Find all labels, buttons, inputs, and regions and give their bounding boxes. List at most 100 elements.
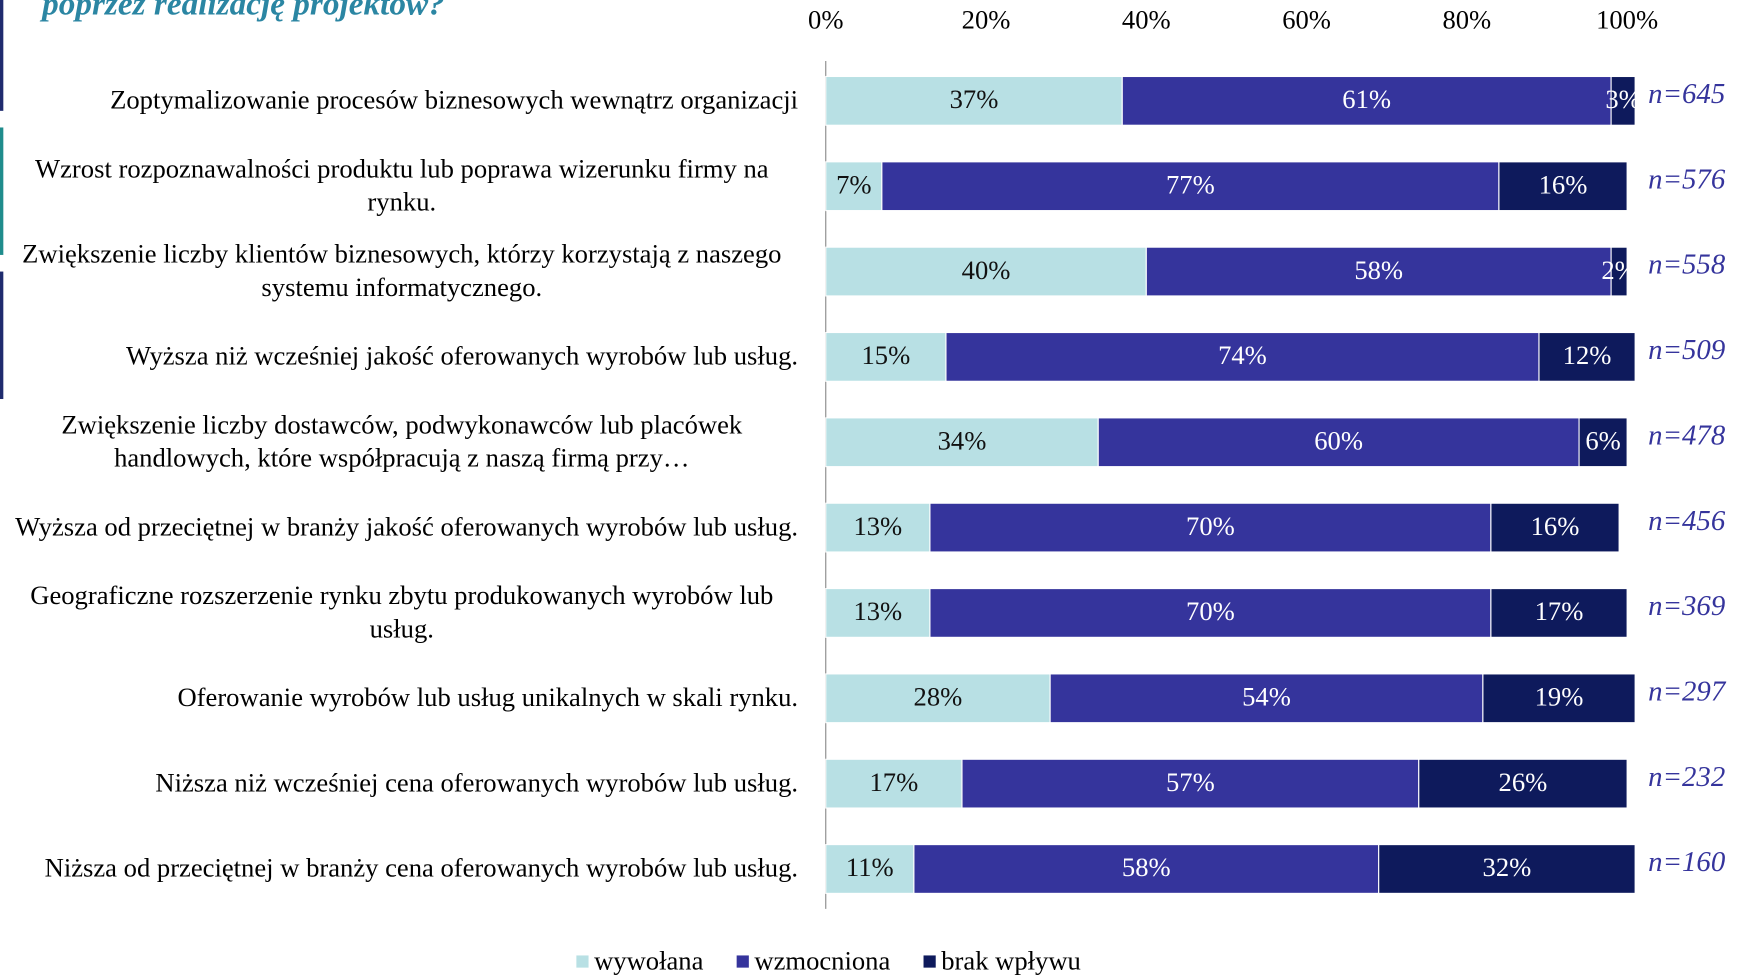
category-label: Wyższa od przeciętnej w branży jakość of… (15, 513, 799, 543)
value-label: 32% (1483, 852, 1532, 882)
value-label: 61% (1342, 84, 1391, 114)
value-label: 16% (1531, 511, 1580, 541)
bar-segment (1498, 161, 1628, 212)
category-label: Geograficzne rozszerzenie rynku zbytu pr… (30, 581, 774, 644)
n-label: n=456 (1648, 505, 1726, 537)
category-label: Oferowanie wyrobów lub usług unikalnych … (177, 683, 799, 713)
n-label: n=645 (1648, 78, 1725, 110)
category-label: Wzrost rozpoznawalności produktu lub pop… (35, 155, 769, 218)
n-label: n=232 (1648, 761, 1725, 793)
category-label-box: Wzrost rozpoznawalności produktu lub pop… (6, 153, 799, 220)
legend-label: brak wpływu (941, 945, 1081, 975)
value-label: 13% (853, 596, 902, 626)
bar-segment (1610, 246, 1628, 297)
bar-segment (1097, 417, 1580, 468)
category-label: Niższa od przeciętnej w branży cena ofer… (44, 854, 799, 884)
bar-segment (1538, 331, 1636, 382)
decor (0, 271, 4, 400)
value-label: 58% (1122, 852, 1171, 882)
value-label: 17% (869, 767, 918, 797)
value-label: 70% (1186, 511, 1235, 541)
legend-swatch (923, 955, 936, 968)
bar-segment (1121, 75, 1612, 126)
n-label: n=478 (1648, 419, 1726, 451)
bar-segment (825, 673, 1051, 724)
category-label-box: Zoptymalizowanie procesów biznesowych we… (6, 68, 799, 135)
x-tick-label: 80% (1442, 4, 1491, 34)
x-tick-label: 20% (962, 4, 1011, 34)
bar-segment (825, 844, 915, 894)
chart-title: poprzez realizację projektów? (39, 0, 445, 22)
decor (0, 127, 4, 255)
bar-segment (1378, 844, 1636, 894)
bar-segment (1418, 758, 1628, 809)
x-tick-label: 60% (1282, 4, 1331, 34)
category-label-box: Wyższa niż wcześniej jakość oferowanych … (6, 324, 799, 391)
x-tick-label: 40% (1122, 4, 1171, 34)
bar-segment (1490, 588, 1628, 638)
value-label: 60% (1314, 425, 1363, 455)
category-label-box: Zwiększenie liczby klientów biznesowych,… (6, 238, 799, 305)
bar-segment (825, 417, 1099, 468)
category-label-box: Niższa niż wcześniej cena oferowanych wy… (6, 750, 799, 817)
decor (0, 0, 4, 111)
value-label: 40% (962, 255, 1011, 285)
category-label-box: Niższa od przeciętnej w branży cena ofer… (6, 836, 799, 903)
bar-segment (1145, 246, 1612, 297)
value-label: 77% (1166, 169, 1215, 199)
value-label: 6% (1585, 425, 1620, 455)
category-label-box: Zwiększenie liczby dostawców, podwykonaw… (6, 409, 799, 476)
n-label: n=576 (1648, 163, 1726, 195)
value-label: 26% (1499, 767, 1548, 797)
bar-segment (1482, 673, 1636, 724)
value-label: 3% (1605, 84, 1640, 114)
bar-segment (1610, 75, 1636, 126)
bar-segment (825, 588, 931, 638)
value-label: 17% (1535, 596, 1584, 626)
category-label: Zwiększenie liczby klientów biznesowych,… (22, 240, 782, 303)
bar-segment (945, 331, 1540, 382)
category-label-box: Wyższa od przeciętnej w branży jakość of… (6, 494, 799, 561)
bar-segment (825, 758, 963, 809)
value-label: 28% (914, 682, 963, 712)
category-label-box: Geograficzne rozszerzenie rynku zbytu pr… (6, 580, 799, 647)
legend-swatch (736, 955, 749, 968)
bar-segment (929, 502, 1492, 553)
value-label: 74% (1218, 340, 1267, 370)
bar-segment (1049, 673, 1484, 724)
value-label: 11% (846, 852, 894, 882)
legend-label: wywołana (594, 945, 703, 975)
n-label: n=297 (1648, 675, 1727, 707)
n-label: n=558 (1648, 249, 1726, 281)
category-label: Niższa niż wcześniej cena oferowanych wy… (155, 769, 799, 799)
n-label: n=369 (1648, 590, 1725, 622)
value-label: 58% (1354, 255, 1403, 285)
value-label: 57% (1166, 767, 1215, 797)
bar-segment (1578, 417, 1628, 468)
legend-label: wzmocniona (754, 945, 890, 975)
value-label: 70% (1186, 596, 1235, 626)
bar-segment (929, 588, 1492, 638)
value-label: 37% (950, 84, 999, 114)
value-label: 2% (1601, 255, 1636, 285)
category-label: Zwiększenie liczby dostawców, podwykonaw… (61, 411, 743, 474)
bar-segment (825, 331, 947, 382)
category-label-box: Oferowanie wyrobów lub usług unikalnych … (6, 665, 799, 732)
value-label: 16% (1539, 169, 1588, 199)
value-label: 12% (1563, 340, 1612, 370)
value-label: 15% (861, 340, 910, 370)
legend-swatch (576, 955, 589, 968)
n-label: n=509 (1648, 334, 1725, 366)
category-label: Zoptymalizowanie procesów biznesowych we… (110, 86, 799, 116)
bar-segment (961, 758, 1420, 809)
bar-segment (913, 844, 1380, 894)
n-label: n=160 (1648, 846, 1726, 878)
value-label: 19% (1535, 682, 1584, 712)
value-label: 34% (938, 425, 987, 455)
value-label: 13% (853, 511, 902, 541)
value-label: 7% (836, 169, 871, 199)
bar-segment (1490, 502, 1620, 553)
